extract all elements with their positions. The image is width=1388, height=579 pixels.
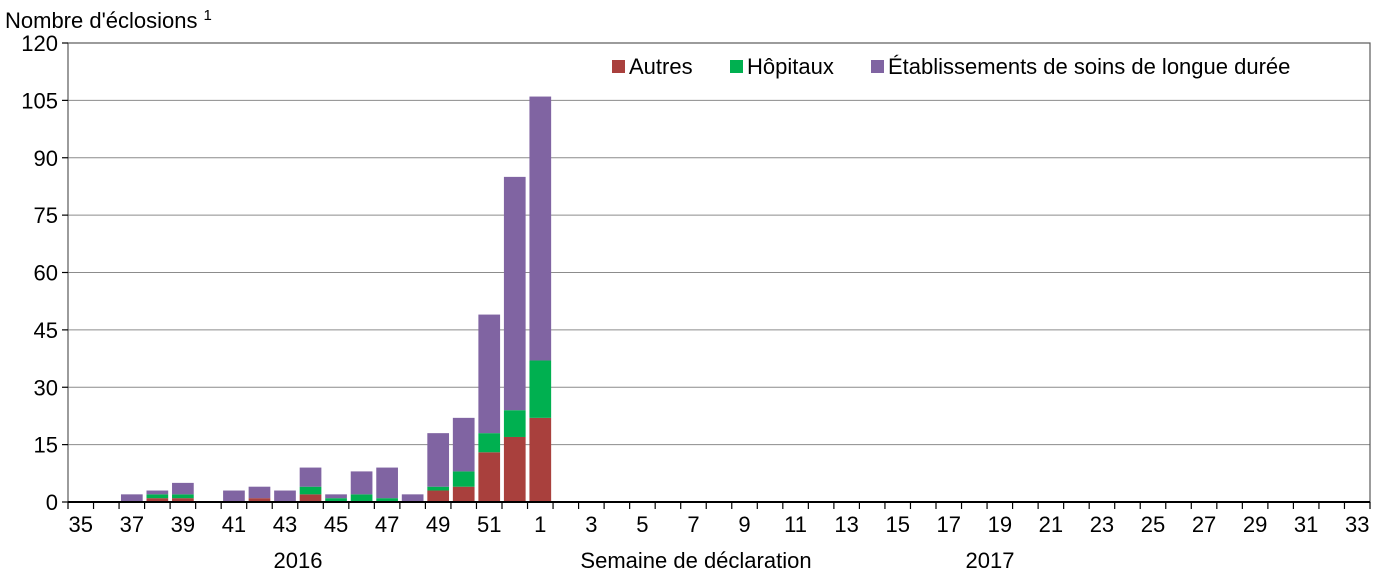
y-axis-title: Nombre d'éclosions 1 [5,7,212,33]
x-tick-label: 31 [1294,512,1318,537]
y-tick-label: 105 [21,88,58,113]
bar-segment [529,360,552,418]
y-tick-label: 15 [34,433,58,458]
x-tick-label: 11 [784,512,807,537]
legend: Autres Hôpitaux Établissements de soins de… [612,54,1290,79]
bar-segment [223,490,245,502]
x-tick-label: 23 [1090,512,1114,537]
bar-segment [299,486,322,495]
x-tick-label: 51 [477,512,501,537]
x-tick-label: 3 [585,512,597,537]
bar-segment [325,498,347,502]
y-tick-label: 45 [34,318,58,343]
y-tick-label: 90 [34,146,58,171]
legend-label: Établissements de soins de longue durée [888,54,1290,79]
bar-segment [248,498,271,502]
x-tick-label: 13 [834,512,858,537]
x-tick-label: 35 [69,512,93,537]
x-tick-label: 19 [988,512,1012,537]
bar-segment [350,471,373,495]
bar-segment [427,486,450,491]
bar-segment [376,467,398,499]
bar-segment [172,494,194,499]
axes [62,42,1371,509]
bar-segment [503,410,526,437]
bar-segment [478,314,501,434]
bar-segment [172,482,194,495]
bar-segment [146,494,169,499]
bar-segment [146,498,169,502]
bar-segment [478,452,501,502]
y-tick-label: 60 [34,261,58,286]
x-tick-label: 27 [1192,512,1216,537]
bar-segment [120,494,143,502]
y-tick-label: 0 [46,490,58,515]
bar-segment [529,417,552,502]
bar-segment [503,176,526,411]
bar-segment [325,494,347,499]
x-tick-label: 25 [1141,512,1165,537]
legend-label: Hôpitaux [747,54,834,79]
legend-swatch [871,60,884,73]
bar-segment [452,417,475,472]
bar-segment [146,490,169,495]
x-tick-label: 49 [426,512,450,537]
y-tick-label: 120 [21,31,58,56]
x-tick-label: 7 [687,512,699,537]
x-tick-label: 29 [1243,512,1267,537]
year-label-2017: 2017 [966,548,1015,573]
bar-segment [529,96,552,361]
x-tick-label: 33 [1345,512,1369,537]
x-tick-labels: 35 37 39 41 43 45 47 49 51 1 3 5 7 9 11 13 15 17 19 21 23 25 2… [69,512,1370,537]
legend-swatch [730,60,743,73]
x-tick-label: 39 [171,512,195,537]
y-axis-title-superscript: 1 [204,7,212,24]
year-label-2016: 2016 [274,548,323,573]
bar-segment [248,486,271,499]
y-tick-label: 75 [34,203,58,228]
bar-segment [503,436,526,502]
bar-segment [427,490,450,502]
bars [120,96,552,502]
bar-segment [452,486,475,502]
y-tick-label: 30 [34,375,58,400]
x-tick-label: 43 [273,512,297,537]
x-tick-label: 5 [636,512,648,537]
bar-segment [452,471,475,487]
bar-segment [478,433,501,453]
x-tick-label: 9 [738,512,750,537]
x-tick-label: 37 [120,512,144,537]
x-tick-label: 47 [375,512,399,537]
bar-segment [350,494,373,502]
x-tick-label: 17 [937,512,961,537]
x-tick-label: 41 [222,512,246,537]
y-tick-labels: 0 15 30 45 60 75 90 105 120 [21,31,58,515]
x-tick-label: 1 [534,512,546,537]
bar-segment [427,433,450,487]
legend-label: Autres [629,54,693,79]
bar-segment [172,498,194,502]
x-tick-label: 21 [1039,512,1063,537]
bar-segment [376,498,398,502]
bar-segment [299,494,322,502]
gridlines [68,42,1370,503]
bar-segment [274,490,296,502]
bar-segment [401,494,424,502]
bar-segment [299,467,322,487]
x-tick-label: 15 [885,512,909,537]
x-tick-label: 45 [324,512,348,537]
x-axis-title: Semaine de déclaration [580,548,811,573]
legend-swatch [612,60,625,73]
